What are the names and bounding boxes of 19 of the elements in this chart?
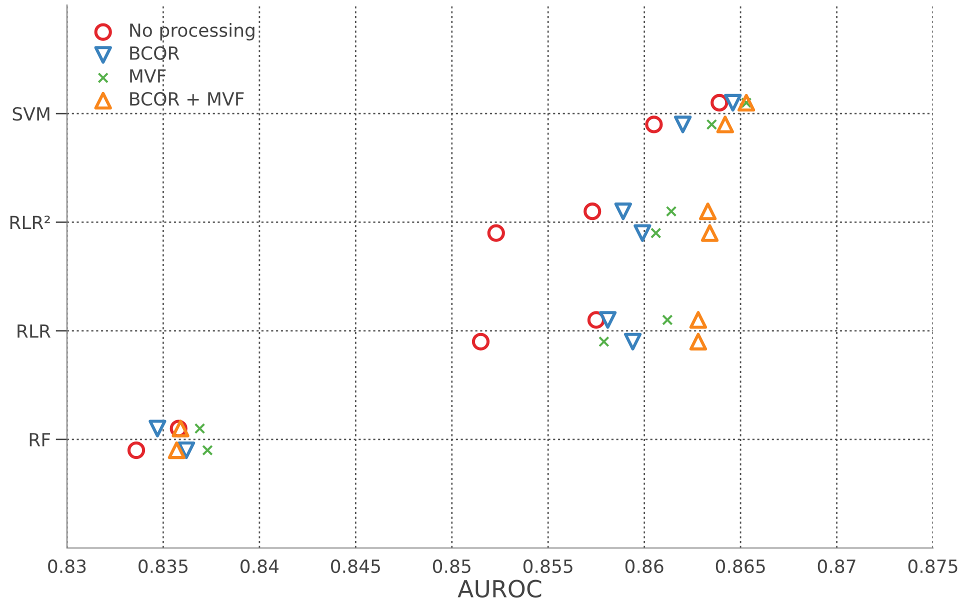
x-axis-title: AUROC [458, 580, 542, 598]
x-tick-label: 0.85 [432, 559, 470, 574]
x-tick-label: 0.865 [716, 559, 765, 574]
legend-label: BCOR [130, 46, 180, 60]
x-tick-label: 0.84 [240, 559, 279, 574]
x-tick-label: 0.875 [908, 559, 958, 574]
y-tick-label: RF [30, 433, 50, 446]
x-tick-label: 0.835 [138, 559, 188, 574]
legend-label: MVF [130, 69, 166, 83]
x-tick-label: 0.86 [625, 559, 664, 574]
x-tick-label: 0.83 [48, 559, 86, 574]
y-tick-label: RLR² [10, 216, 50, 230]
x-tick-label: 0.845 [331, 559, 380, 574]
x-tick-label: 0.855 [523, 559, 572, 574]
y-tick-label: RLR [18, 324, 51, 338]
legend-label: No processing [130, 23, 254, 41]
y-tick-label: SVM [12, 107, 50, 121]
legend-label: BCOR + MVF [130, 92, 244, 106]
x-tick-label: 0.87 [818, 559, 856, 574]
